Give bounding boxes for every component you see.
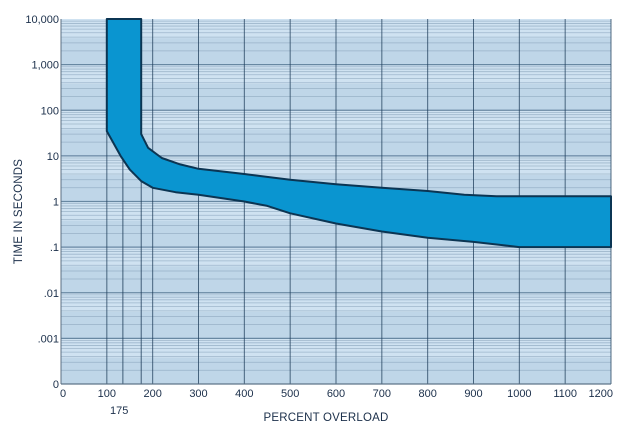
y-tick-label: 100 (41, 105, 59, 117)
x-tick-label: 100 (98, 388, 116, 400)
x-tick-label: 500 (281, 388, 299, 400)
x-tick-label: 1100 (553, 388, 577, 400)
y-tick-label: .001 (38, 333, 59, 345)
y-tick-label: .01 (44, 288, 59, 300)
x-tick-label: 400 (235, 388, 253, 400)
x-annotation-label: 175 (110, 405, 128, 417)
y-tick-label: 1 (53, 197, 59, 209)
x-tick-label: 1000 (507, 388, 531, 400)
x-tick-label: 0 (60, 388, 66, 400)
y-tick-label: 10,000 (25, 14, 59, 26)
x-tick-label: 1200 (589, 388, 613, 400)
x-tick-label: 600 (327, 388, 345, 400)
x-axis-title: PERCENT OVERLOAD (263, 412, 388, 424)
y-tick-label: 10 (47, 151, 59, 163)
y-tick-label: 1,000 (31, 60, 59, 72)
y-tick-label: .1 (50, 242, 59, 254)
axes (60, 19, 611, 385)
trip-band-layer (105, 18, 612, 249)
x-tick-label: 900 (464, 388, 482, 400)
x-tick-labels: 0 100 200 300 400 500 600 700 800 900 1000 1100 1200 (60, 388, 613, 400)
x-tick-label: 300 (189, 388, 207, 400)
y-axis-title: TIME IN SECONDS (13, 159, 25, 264)
y-tick-labels: 10,000 1,000 100 10 1 .1 .01 .001 0 (25, 14, 59, 391)
x-tick-label: 700 (373, 388, 391, 400)
trip-band (105, 18, 612, 249)
x-tick-label: 200 (143, 388, 161, 400)
y-tick-label: 0 (53, 379, 59, 391)
x-tick-label: 800 (418, 388, 436, 400)
